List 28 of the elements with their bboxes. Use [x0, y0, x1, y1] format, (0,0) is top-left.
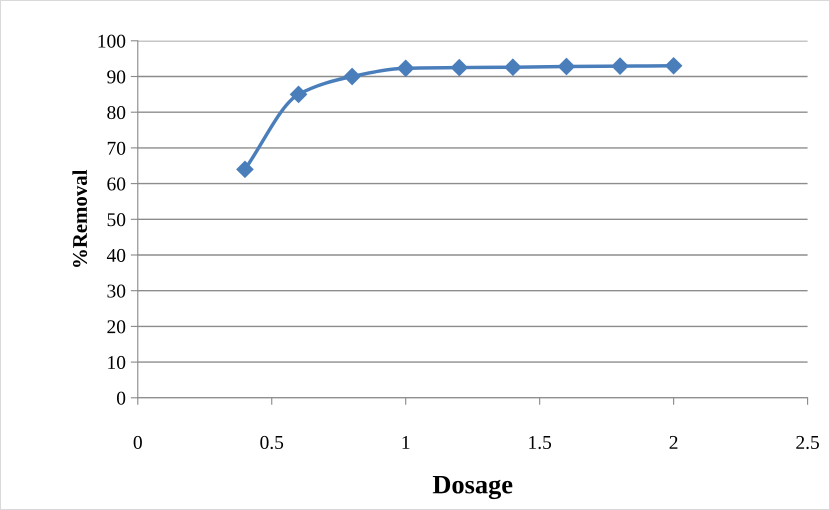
point: [611, 58, 629, 75]
point: [504, 58, 522, 76]
y-tick-label: 90: [107, 70, 126, 84]
point: [665, 57, 682, 74]
point: [290, 86, 308, 103]
y-axis-title: %Removal: [72, 170, 88, 267]
point: [397, 60, 414, 77]
y-tick-label: 80: [107, 106, 126, 120]
y-tick-label: 0: [116, 392, 126, 405]
y-tick-label: 100: [98, 34, 126, 48]
point: [236, 160, 254, 178]
x-tick-label: 2: [670, 436, 678, 449]
x-axis-title: Dosage: [432, 476, 512, 500]
x-tick-label: 1.5: [529, 436, 552, 450]
y-tick-label: 40: [106, 248, 126, 262]
point: [450, 59, 468, 76]
y-tick-label: 60: [107, 177, 126, 191]
y-tick-label: 70: [108, 142, 126, 155]
x-tick-label: 0: [134, 436, 142, 449]
y-tick-label: 20: [107, 320, 126, 334]
point: [344, 68, 361, 86]
x-tick-label: 2.5: [796, 436, 819, 450]
point: [558, 58, 576, 76]
x-tick-label: 0.5: [260, 436, 284, 450]
y-tick-label: 30: [107, 284, 126, 298]
y-tick-label: 50: [108, 213, 126, 226]
x-tick-label: 1: [402, 436, 410, 449]
y-tick-label: 10: [108, 356, 126, 370]
